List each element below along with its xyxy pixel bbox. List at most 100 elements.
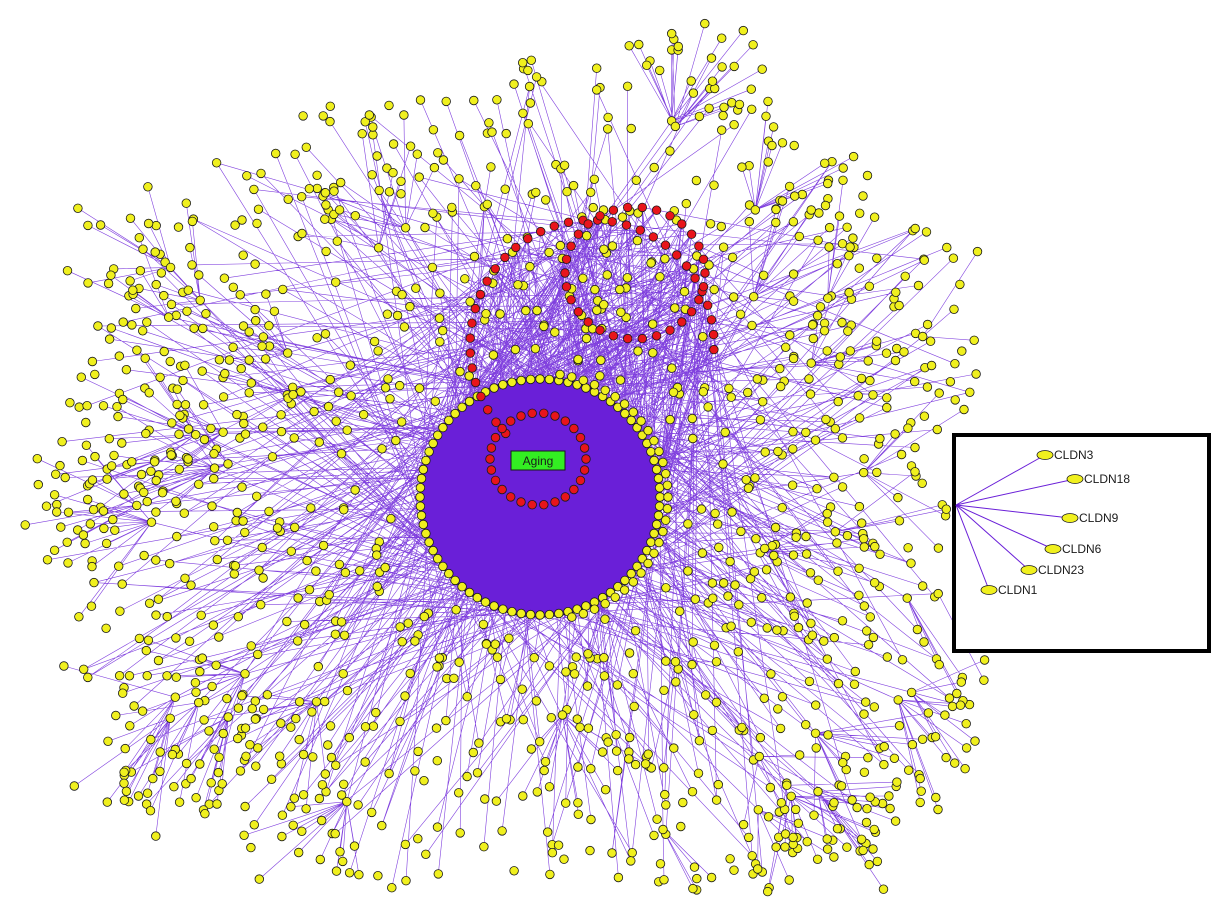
gene-node[interactable] xyxy=(956,677,967,687)
gene-node[interactable] xyxy=(301,142,312,153)
gene-node[interactable] xyxy=(823,730,833,740)
gene-node[interactable] xyxy=(646,447,656,457)
gene-node[interactable] xyxy=(313,661,324,672)
gene-node[interactable] xyxy=(211,660,221,671)
gene-node[interactable] xyxy=(912,624,923,635)
gene-node[interactable] xyxy=(235,290,245,300)
highlighted-gene-node[interactable] xyxy=(490,432,501,443)
gene-node[interactable] xyxy=(165,262,176,273)
highlighted-gene-node[interactable] xyxy=(573,307,584,317)
gene-node[interactable] xyxy=(334,559,345,570)
gene-node[interactable] xyxy=(950,359,960,369)
gene-node[interactable] xyxy=(959,404,969,415)
gene-node[interactable] xyxy=(926,360,937,371)
gene-node[interactable] xyxy=(429,162,440,173)
highlighted-gene-node[interactable] xyxy=(490,475,501,486)
highlighted-gene-node[interactable] xyxy=(506,492,516,502)
gene-node[interactable] xyxy=(872,336,882,346)
gene-node[interactable] xyxy=(139,550,149,561)
gene-node[interactable] xyxy=(806,618,816,629)
gene-node[interactable] xyxy=(588,202,598,213)
gene-node[interactable] xyxy=(373,871,383,881)
gene-node[interactable] xyxy=(681,198,692,209)
gene-node[interactable] xyxy=(129,701,139,711)
gene-node[interactable] xyxy=(469,251,480,262)
gene-node[interactable] xyxy=(187,216,198,227)
gene-node[interactable] xyxy=(703,402,713,412)
gene-node[interactable] xyxy=(853,391,863,401)
gene-node[interactable] xyxy=(318,111,328,121)
inset-gene-node[interactable] xyxy=(1036,450,1054,460)
gene-node[interactable] xyxy=(643,749,653,759)
gene-node[interactable] xyxy=(382,309,393,319)
gene-node[interactable] xyxy=(121,786,132,797)
gene-node[interactable] xyxy=(546,713,557,723)
gene-node[interactable] xyxy=(174,797,185,807)
gene-node[interactable] xyxy=(360,722,371,732)
gene-node[interactable] xyxy=(784,181,795,192)
gene-node[interactable] xyxy=(125,276,135,286)
gene-node[interactable] xyxy=(113,411,123,422)
gene-node[interactable] xyxy=(855,413,865,423)
gene-node[interactable] xyxy=(531,72,542,82)
gene-node[interactable] xyxy=(719,102,729,113)
gene-node[interactable] xyxy=(545,869,555,880)
gene-node[interactable] xyxy=(320,769,331,779)
gene-node[interactable] xyxy=(335,847,345,857)
gene-node[interactable] xyxy=(277,810,288,820)
gene-node[interactable] xyxy=(890,816,901,826)
gene-node[interactable] xyxy=(244,355,254,365)
gene-node[interactable] xyxy=(218,392,229,402)
gene-node[interactable] xyxy=(654,446,664,457)
gene-node[interactable] xyxy=(910,223,920,234)
gene-node[interactable] xyxy=(607,848,617,858)
gene-node[interactable] xyxy=(663,492,673,502)
gene-node[interactable] xyxy=(569,669,580,679)
gene-node[interactable] xyxy=(142,788,153,798)
gene-node[interactable] xyxy=(782,780,792,791)
gene-node[interactable] xyxy=(332,236,343,246)
gene-node[interactable] xyxy=(917,478,927,489)
gene-node[interactable] xyxy=(660,254,670,264)
gene-node[interactable] xyxy=(199,715,209,725)
gene-node[interactable] xyxy=(438,325,448,336)
gene-node[interactable] xyxy=(671,677,681,687)
gene-node[interactable] xyxy=(694,111,705,122)
gene-node[interactable] xyxy=(195,759,205,769)
highlighted-gene-node[interactable] xyxy=(486,465,497,475)
gene-node[interactable] xyxy=(854,501,865,512)
gene-node[interactable] xyxy=(607,241,618,251)
gene-node[interactable] xyxy=(822,508,832,519)
highlighted-gene-node[interactable] xyxy=(523,233,533,244)
gene-node[interactable] xyxy=(49,545,60,556)
gene-node[interactable] xyxy=(842,222,852,233)
gene-node[interactable] xyxy=(258,704,269,715)
gene-node[interactable] xyxy=(187,260,197,270)
highlighted-gene-node[interactable] xyxy=(579,443,590,453)
gene-node[interactable] xyxy=(970,736,980,746)
gene-node[interactable] xyxy=(687,659,697,670)
highlighted-gene-node[interactable] xyxy=(467,363,477,373)
gene-node[interactable] xyxy=(275,751,285,761)
gene-node[interactable] xyxy=(838,757,848,768)
gene-node[interactable] xyxy=(557,710,568,720)
gene-node[interactable] xyxy=(223,459,233,469)
gene-node[interactable] xyxy=(230,561,241,571)
highlighted-gene-node[interactable] xyxy=(681,261,692,271)
gene-node[interactable] xyxy=(323,401,334,412)
highlighted-gene-node[interactable] xyxy=(560,416,571,426)
gene-node[interactable] xyxy=(311,697,322,707)
gene-node[interactable] xyxy=(427,262,438,273)
gene-node[interactable] xyxy=(368,122,378,132)
gene-node[interactable] xyxy=(481,309,491,319)
gene-node[interactable] xyxy=(507,607,517,617)
gene-node[interactable] xyxy=(106,461,117,471)
gene-node[interactable] xyxy=(708,593,718,603)
gene-node[interactable] xyxy=(865,612,876,622)
gene-node[interactable] xyxy=(294,847,304,858)
gene-node[interactable] xyxy=(88,505,99,515)
gene-node[interactable] xyxy=(81,417,91,428)
gene-node[interactable] xyxy=(454,657,464,667)
gene-node[interactable] xyxy=(859,542,870,552)
gene-node[interactable] xyxy=(142,317,152,327)
